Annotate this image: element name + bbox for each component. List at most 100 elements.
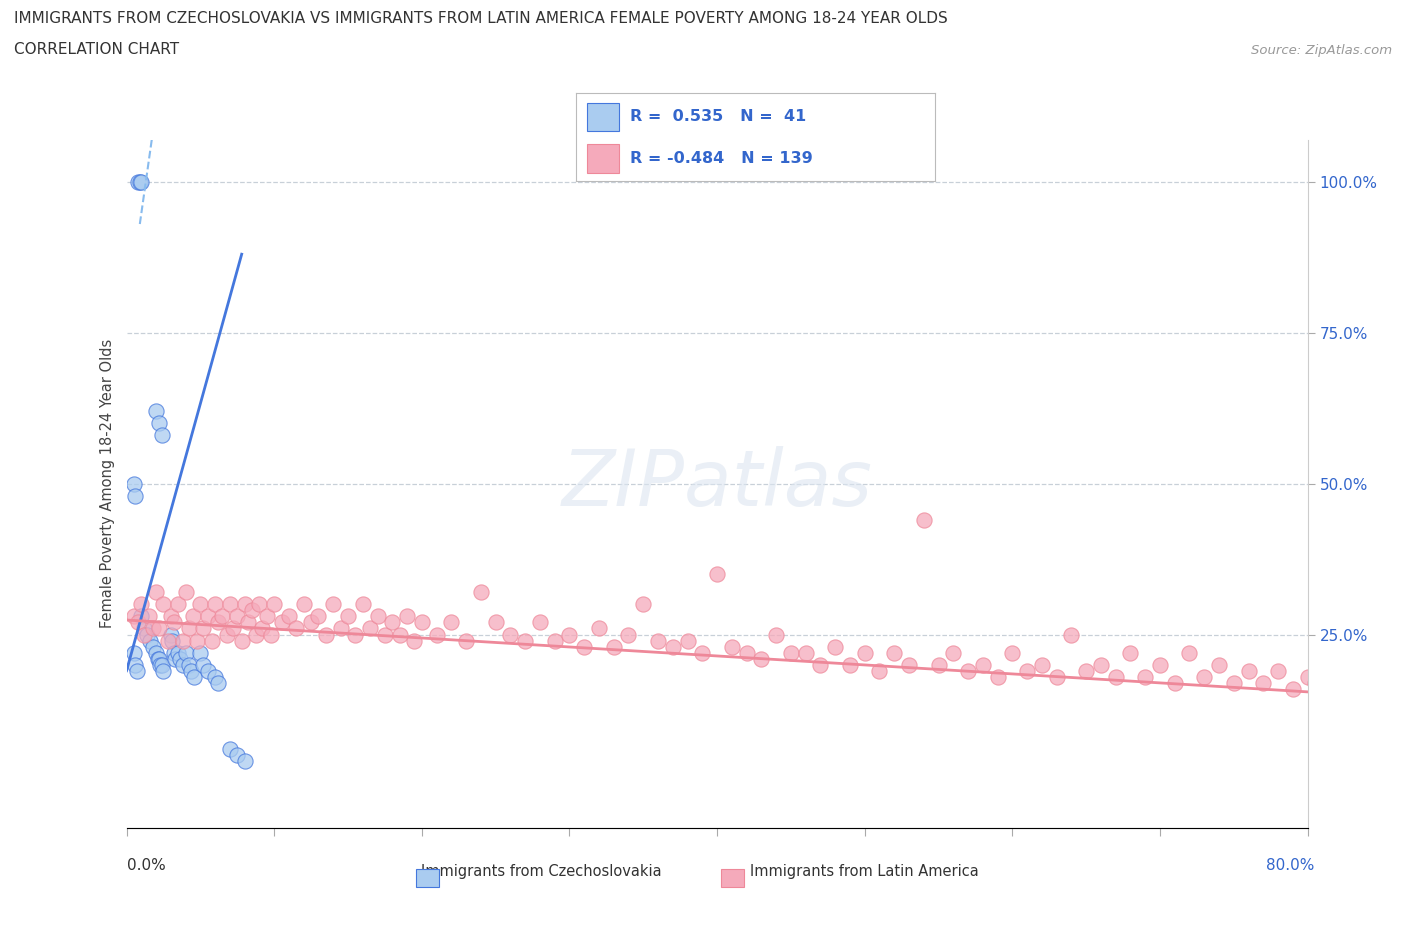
Point bbox=[1164, 675, 1187, 690]
Point bbox=[1303, 675, 1326, 690]
Point bbox=[159, 627, 183, 642]
Point bbox=[1355, 675, 1378, 690]
Point bbox=[219, 597, 242, 612]
Point bbox=[204, 597, 226, 612]
Point bbox=[207, 615, 229, 630]
Point bbox=[138, 609, 160, 624]
Point bbox=[240, 603, 263, 618]
Point bbox=[735, 645, 758, 660]
Point bbox=[912, 512, 935, 527]
Point bbox=[440, 615, 463, 630]
Point bbox=[204, 670, 226, 684]
Point bbox=[188, 597, 211, 612]
Point bbox=[193, 658, 215, 672]
Point bbox=[165, 651, 187, 666]
Point bbox=[1031, 658, 1053, 672]
Point bbox=[794, 645, 817, 660]
Point bbox=[193, 621, 215, 636]
Point bbox=[617, 627, 640, 642]
Point bbox=[156, 633, 179, 648]
Point bbox=[150, 428, 173, 443]
Point bbox=[1319, 682, 1341, 697]
Point bbox=[484, 615, 508, 630]
Point bbox=[174, 645, 197, 660]
Y-axis label: Female Poverty Among 18-24 Year Olds: Female Poverty Among 18-24 Year Olds bbox=[100, 339, 115, 629]
Point bbox=[869, 663, 891, 678]
Point bbox=[278, 609, 301, 624]
Point bbox=[499, 627, 522, 642]
Point bbox=[1149, 658, 1171, 672]
Point bbox=[183, 670, 205, 684]
Point bbox=[1392, 687, 1406, 702]
Point bbox=[201, 633, 224, 648]
Point bbox=[470, 585, 492, 600]
Point bbox=[942, 645, 965, 660]
Point bbox=[222, 621, 245, 636]
Point bbox=[226, 748, 249, 763]
Point bbox=[122, 476, 145, 491]
Point bbox=[956, 663, 979, 678]
Text: Immigrants from Latin America: Immigrants from Latin America bbox=[751, 864, 979, 879]
Point bbox=[177, 658, 200, 672]
Point bbox=[124, 488, 146, 503]
Point bbox=[690, 645, 713, 660]
Point bbox=[543, 633, 565, 648]
Point bbox=[322, 597, 344, 612]
Point bbox=[127, 174, 149, 189]
Point bbox=[359, 621, 381, 636]
Point bbox=[1296, 670, 1319, 684]
Point bbox=[207, 675, 229, 690]
Point bbox=[152, 597, 174, 612]
Point bbox=[1178, 645, 1201, 660]
Point bbox=[1385, 675, 1406, 690]
Point bbox=[252, 621, 274, 636]
Point bbox=[374, 627, 396, 642]
Point bbox=[1267, 663, 1289, 678]
Text: R =  0.535   N =  41: R = 0.535 N = 41 bbox=[630, 110, 807, 125]
Text: 80.0%: 80.0% bbox=[1267, 857, 1315, 872]
Point bbox=[574, 639, 596, 654]
Point bbox=[928, 658, 950, 672]
Point bbox=[245, 627, 267, 642]
Point bbox=[174, 585, 197, 600]
Point bbox=[139, 633, 162, 648]
Point bbox=[159, 609, 183, 624]
Point bbox=[515, 633, 537, 648]
Point bbox=[285, 621, 308, 636]
Point bbox=[810, 658, 832, 672]
Point bbox=[411, 615, 433, 630]
Point bbox=[329, 621, 352, 636]
Text: Source: ZipAtlas.com: Source: ZipAtlas.com bbox=[1251, 44, 1392, 57]
Point bbox=[1222, 675, 1246, 690]
Point bbox=[647, 633, 669, 648]
Point bbox=[142, 621, 165, 636]
Point bbox=[344, 627, 367, 642]
Point bbox=[1105, 670, 1128, 684]
Point bbox=[824, 639, 846, 654]
Point bbox=[307, 609, 329, 624]
Point bbox=[215, 627, 238, 642]
Point bbox=[853, 645, 876, 660]
Text: CORRELATION CHART: CORRELATION CHART bbox=[14, 42, 179, 57]
Point bbox=[972, 658, 994, 672]
Point bbox=[181, 609, 204, 624]
Point bbox=[145, 645, 167, 660]
Point bbox=[588, 621, 610, 636]
Point bbox=[197, 663, 219, 678]
Point bbox=[127, 615, 149, 630]
Point bbox=[211, 609, 233, 624]
Point bbox=[142, 639, 165, 654]
Point bbox=[661, 639, 683, 654]
Text: Immigrants from Czechoslovakia: Immigrants from Czechoslovakia bbox=[420, 864, 662, 879]
Point bbox=[1017, 663, 1039, 678]
Point bbox=[1251, 675, 1274, 690]
Point bbox=[706, 566, 728, 581]
Point bbox=[129, 597, 153, 612]
Point bbox=[751, 651, 773, 666]
Point bbox=[1133, 670, 1156, 684]
Point bbox=[167, 597, 190, 612]
Point bbox=[1076, 663, 1098, 678]
Point bbox=[352, 597, 374, 612]
Point bbox=[779, 645, 801, 660]
Text: R = -0.484   N = 139: R = -0.484 N = 139 bbox=[630, 151, 813, 166]
